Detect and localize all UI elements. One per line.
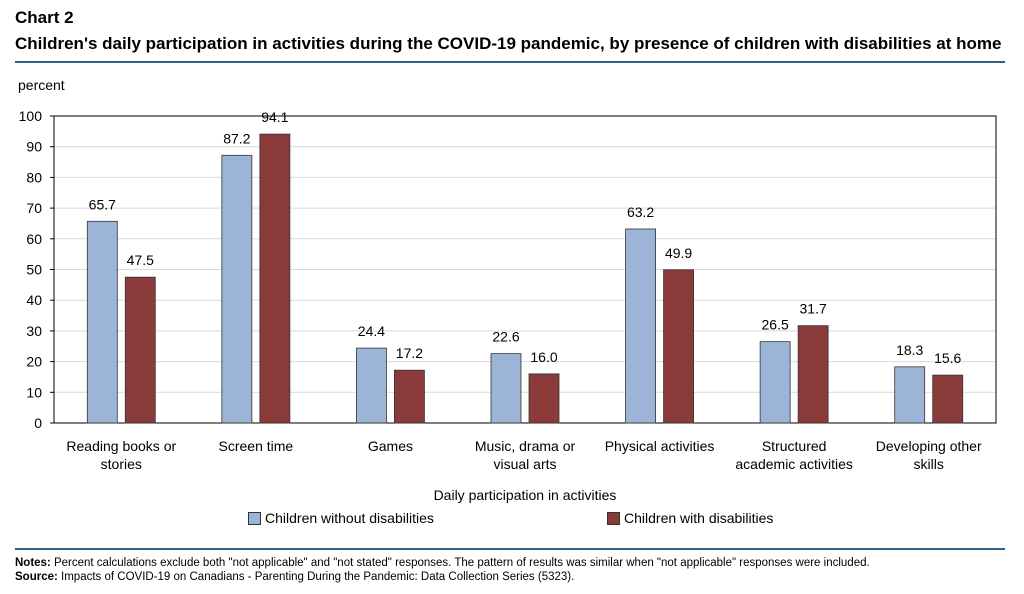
data-label: 26.5 bbox=[762, 317, 789, 333]
data-label: 63.2 bbox=[627, 204, 654, 220]
bar-with-disabilities bbox=[932, 374, 964, 424]
x-category-label: visual arts bbox=[493, 456, 556, 472]
y-tick-label: 70 bbox=[26, 200, 42, 216]
bar-with-disabilities bbox=[259, 133, 291, 424]
data-label: 65.7 bbox=[89, 196, 116, 212]
x-category-label: Games bbox=[368, 438, 413, 454]
y-tick-label: 80 bbox=[26, 169, 42, 185]
data-label: 17.2 bbox=[396, 345, 423, 361]
bar-without-disabilities bbox=[894, 366, 926, 424]
legend-item: Children with disabilities bbox=[607, 510, 773, 526]
plot-area-border bbox=[53, 115, 997, 424]
legend-label: Children without disabilities bbox=[265, 510, 434, 526]
y-tick-label: 20 bbox=[26, 354, 42, 370]
y-tick-label: 60 bbox=[26, 231, 42, 247]
legend-item: Children without disabilities bbox=[248, 510, 434, 526]
data-label: 94.1 bbox=[261, 109, 288, 125]
bar-without-disabilities bbox=[356, 347, 387, 424]
notes-text: Percent calculations exclude both "not a… bbox=[53, 557, 870, 569]
bar-with-disabilities bbox=[797, 325, 829, 424]
data-label: 31.7 bbox=[800, 301, 827, 317]
y-tick-label: 100 bbox=[19, 108, 43, 124]
bar-with-disabilities bbox=[394, 369, 425, 424]
x-category-label: Developing other bbox=[876, 438, 982, 454]
y-tick-label: 10 bbox=[26, 384, 42, 400]
x-category-label: Screen time bbox=[219, 438, 294, 454]
footnotes: Notes: Percent calculations exclude both… bbox=[15, 556, 870, 584]
data-label: 87.2 bbox=[223, 130, 250, 146]
notes-line: Notes: Percent calculations exclude both… bbox=[15, 556, 870, 570]
data-label: 15.6 bbox=[934, 350, 961, 366]
data-label: 47.5 bbox=[127, 252, 154, 268]
source-text: Impacts of COVID-19 on Canadians - Paren… bbox=[61, 571, 575, 583]
x-category-label: stories bbox=[101, 456, 142, 472]
x-category-label: Reading books or bbox=[66, 438, 176, 454]
bar-without-disabilities bbox=[86, 220, 118, 424]
footer-rule bbox=[15, 548, 1005, 550]
y-tick-label: 40 bbox=[26, 292, 42, 308]
bar-chart: 0 10 20 30 40 50 60 70 80 90 100 65.7 47.5 Reading bo… bbox=[19, 108, 997, 503]
x-category-label: Music, drama or bbox=[475, 438, 576, 454]
y-tick-label: 30 bbox=[26, 323, 42, 339]
x-category-label: Structured bbox=[762, 438, 827, 454]
notes-label: Notes: bbox=[15, 557, 51, 569]
y-axis-unit: percent bbox=[18, 77, 65, 93]
legend-swatch bbox=[248, 511, 261, 525]
legend-label: Children with disabilities bbox=[624, 510, 774, 526]
chart-number: Chart 2 bbox=[15, 8, 74, 27]
y-tick-label: 90 bbox=[26, 139, 42, 155]
source-label: Source: bbox=[15, 571, 58, 583]
x-category-label: Physical activities bbox=[605, 438, 715, 454]
x-axis-title: Daily participation in activities bbox=[434, 487, 617, 503]
data-label: 22.6 bbox=[492, 329, 519, 345]
bar-without-disabilities bbox=[221, 154, 253, 424]
bar-with-disabilities bbox=[663, 269, 694, 424]
x-category-label: academic activities bbox=[735, 456, 853, 472]
bar-with-disabilities bbox=[124, 276, 156, 424]
bar-without-disabilities bbox=[490, 353, 522, 424]
bar-without-disabilities bbox=[625, 228, 656, 424]
bar-without-disabilities bbox=[759, 341, 791, 424]
y-tick-label: 50 bbox=[26, 262, 42, 278]
x-category-label: skills bbox=[914, 456, 944, 472]
source-line: Source: Impacts of COVID-19 on Canadians… bbox=[15, 570, 870, 584]
data-label: 24.4 bbox=[358, 323, 385, 339]
data-label: 49.9 bbox=[665, 245, 692, 261]
data-label: 18.3 bbox=[896, 342, 923, 358]
bar-with-disabilities bbox=[528, 373, 560, 424]
y-tick-label: 0 bbox=[34, 415, 42, 431]
legend-swatch bbox=[607, 511, 620, 525]
chart-title: Children's daily participation in activi… bbox=[15, 34, 1002, 53]
title-rule bbox=[15, 61, 1005, 63]
data-label: 16.0 bbox=[530, 349, 557, 365]
